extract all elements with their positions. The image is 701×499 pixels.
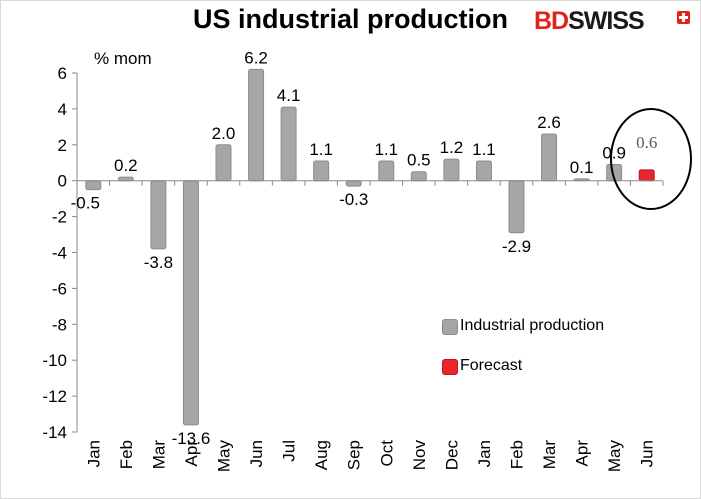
- legend-swatch-forecast: [442, 359, 458, 375]
- x-tick-label: Jul: [280, 440, 299, 462]
- x-tick-label: Aug: [312, 440, 331, 470]
- y-tick-label: -6: [52, 279, 67, 298]
- data-label: 0.9: [602, 144, 626, 163]
- bar-industrial-production: [182, 180, 199, 426]
- y-axis: 6 4 2 0 -2 -4 -6 -8 -10 -12 -14: [42, 64, 78, 442]
- bar-industrial-production: [117, 176, 134, 182]
- y-tick-label: -12: [42, 387, 67, 406]
- x-tick-label: Feb: [117, 440, 136, 469]
- brand-logo-part2: SWISS: [568, 7, 645, 35]
- legend-swatch-industrial-production: [442, 319, 458, 335]
- data-label: -0.5: [71, 194, 100, 213]
- y-tick-label: -14: [42, 423, 67, 442]
- x-tick-label: Apr: [182, 440, 201, 467]
- data-label: -3.8: [144, 253, 173, 272]
- bar-industrial-production: [443, 158, 460, 182]
- data-label: 1.2: [440, 138, 464, 157]
- x-tick-label: Apr: [573, 440, 592, 467]
- x-tick-label: Sep: [345, 440, 364, 470]
- data-label-forecast: 0.6: [636, 133, 657, 152]
- bar-industrial-production: [541, 133, 558, 182]
- bar-industrial-production: [508, 180, 525, 234]
- bar-industrial-production: [85, 180, 102, 191]
- chart-title: US industrial production: [193, 4, 508, 34]
- bar-industrial-production: [475, 160, 492, 182]
- brand-logo: BDSWISS: [534, 7, 645, 36]
- x-tick-label: Jan: [84, 440, 103, 467]
- data-label: -13.6: [172, 429, 211, 448]
- data-label: 0.2: [114, 156, 138, 175]
- x-tick-label: May: [605, 440, 624, 473]
- data-label: 0.1: [570, 158, 594, 177]
- bar-forecast: [638, 169, 655, 182]
- x-tick-label: Jan: [475, 440, 494, 467]
- bar-industrial-production: [378, 160, 395, 182]
- x-tick-label: May: [215, 440, 234, 473]
- x-tick-label: Oct: [377, 440, 396, 467]
- data-label: 4.1: [277, 86, 301, 105]
- x-tick-label: Jun: [638, 440, 657, 467]
- data-label: 2.0: [212, 124, 236, 143]
- y-tick-label: 6: [58, 64, 67, 83]
- legend-label-industrial-production: Industrial production: [460, 317, 605, 334]
- data-label: 6.2: [244, 48, 268, 67]
- data-label: 1.1: [374, 140, 398, 159]
- x-tick-label: Mar: [149, 440, 168, 470]
- y-tick-label: 0: [58, 172, 67, 191]
- y-axis-unit-label: % mom: [94, 49, 152, 68]
- data-label: 2.6: [537, 113, 561, 132]
- x-tick-label: Feb: [508, 440, 527, 469]
- bars-group: [85, 68, 655, 426]
- y-tick-label: 4: [58, 100, 67, 119]
- bar-industrial-production: [280, 106, 297, 182]
- y-tick-label: -8: [52, 315, 67, 334]
- y-tick-label: 2: [58, 136, 67, 155]
- y-tick-label: -4: [52, 244, 67, 263]
- x-tick-label: Jun: [247, 440, 266, 467]
- bar-industrial-production: [248, 68, 265, 182]
- x-tick-label: Dec: [442, 440, 461, 471]
- x-tick-label: Nov: [410, 440, 429, 471]
- data-label: 0.5: [407, 151, 431, 170]
- y-tick-label: -10: [42, 351, 67, 370]
- bar-industrial-production: [150, 180, 167, 250]
- x-tick-label: Mar: [540, 440, 559, 470]
- bar-industrial-production: [410, 171, 427, 182]
- data-labels-group: -0.5 0.2 -3.8 -13.6 2.0 6.2 4.1 1.1 -0.3 1.1 0.5 1.…: [71, 48, 658, 447]
- bar-industrial-production: [215, 144, 232, 182]
- y-tick-label: -2: [52, 208, 67, 227]
- swiss-cross-icon: [677, 11, 690, 24]
- x-axis: Jan Feb Mar Apr May Jun Jul Aug Sep Oct Nov Dec Jan F…: [76, 180, 664, 473]
- bar-industrial-production: [313, 160, 330, 182]
- legend-label-forecast: Forecast: [460, 357, 523, 374]
- data-label: 1.1: [472, 140, 496, 159]
- bar-industrial-production: [345, 180, 362, 187]
- forecast-highlight-circle: [610, 108, 692, 210]
- brand-logo-part1: BD: [534, 7, 569, 35]
- data-label: -2.9: [502, 237, 531, 256]
- data-label: 1.1: [309, 140, 333, 159]
- data-label: -0.3: [339, 190, 368, 209]
